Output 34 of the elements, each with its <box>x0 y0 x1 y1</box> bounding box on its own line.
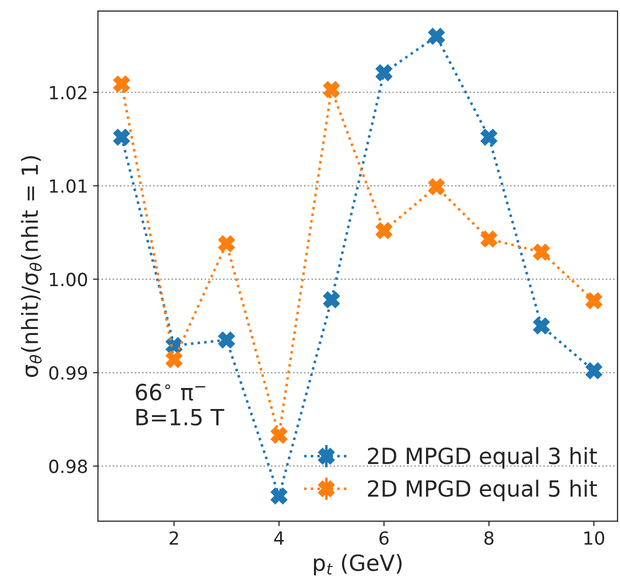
legend-label: 2D MPGD equal 5 hit <box>368 480 597 502</box>
point <box>218 235 235 252</box>
point <box>323 291 340 308</box>
y-tick-label: 1.00 <box>50 272 88 286</box>
point <box>323 81 340 98</box>
y-tick-label: 1.02 <box>50 86 86 100</box>
point <box>480 128 498 146</box>
point <box>270 426 288 444</box>
x-tick-label: 2 <box>170 531 178 545</box>
point <box>166 351 182 368</box>
legend-label: 2D MPGD equal 3 hit <box>368 447 597 469</box>
point <box>428 28 445 45</box>
x-tick-label: 8 <box>484 531 494 545</box>
point <box>428 178 445 196</box>
y-tick-label: 0.98 <box>49 460 87 474</box>
point <box>586 362 602 380</box>
point <box>376 222 392 239</box>
y-tick-label: 1.01 <box>50 179 87 193</box>
point <box>113 76 130 92</box>
y-axis-title: σ$_{θ}$(nhit)/σ$_{θ}$(nhit = 1) <box>20 156 42 378</box>
y-tick-label: 0.99 <box>49 366 87 380</box>
point <box>270 488 288 504</box>
point <box>218 332 235 348</box>
x-tick-label: 6 <box>380 531 389 545</box>
point <box>533 244 550 260</box>
x-axis-title: p$_{t}$ (GeV) <box>314 554 402 576</box>
text: 66$^{∘}$ π$^{−}$ B=1.5 T <box>136 384 224 426</box>
point <box>480 230 498 248</box>
point <box>376 64 392 82</box>
point <box>586 292 602 310</box>
point <box>113 128 130 146</box>
x-tick-label: 4 <box>274 531 284 545</box>
x-tick-label: 10 <box>584 531 604 545</box>
point <box>533 318 550 334</box>
